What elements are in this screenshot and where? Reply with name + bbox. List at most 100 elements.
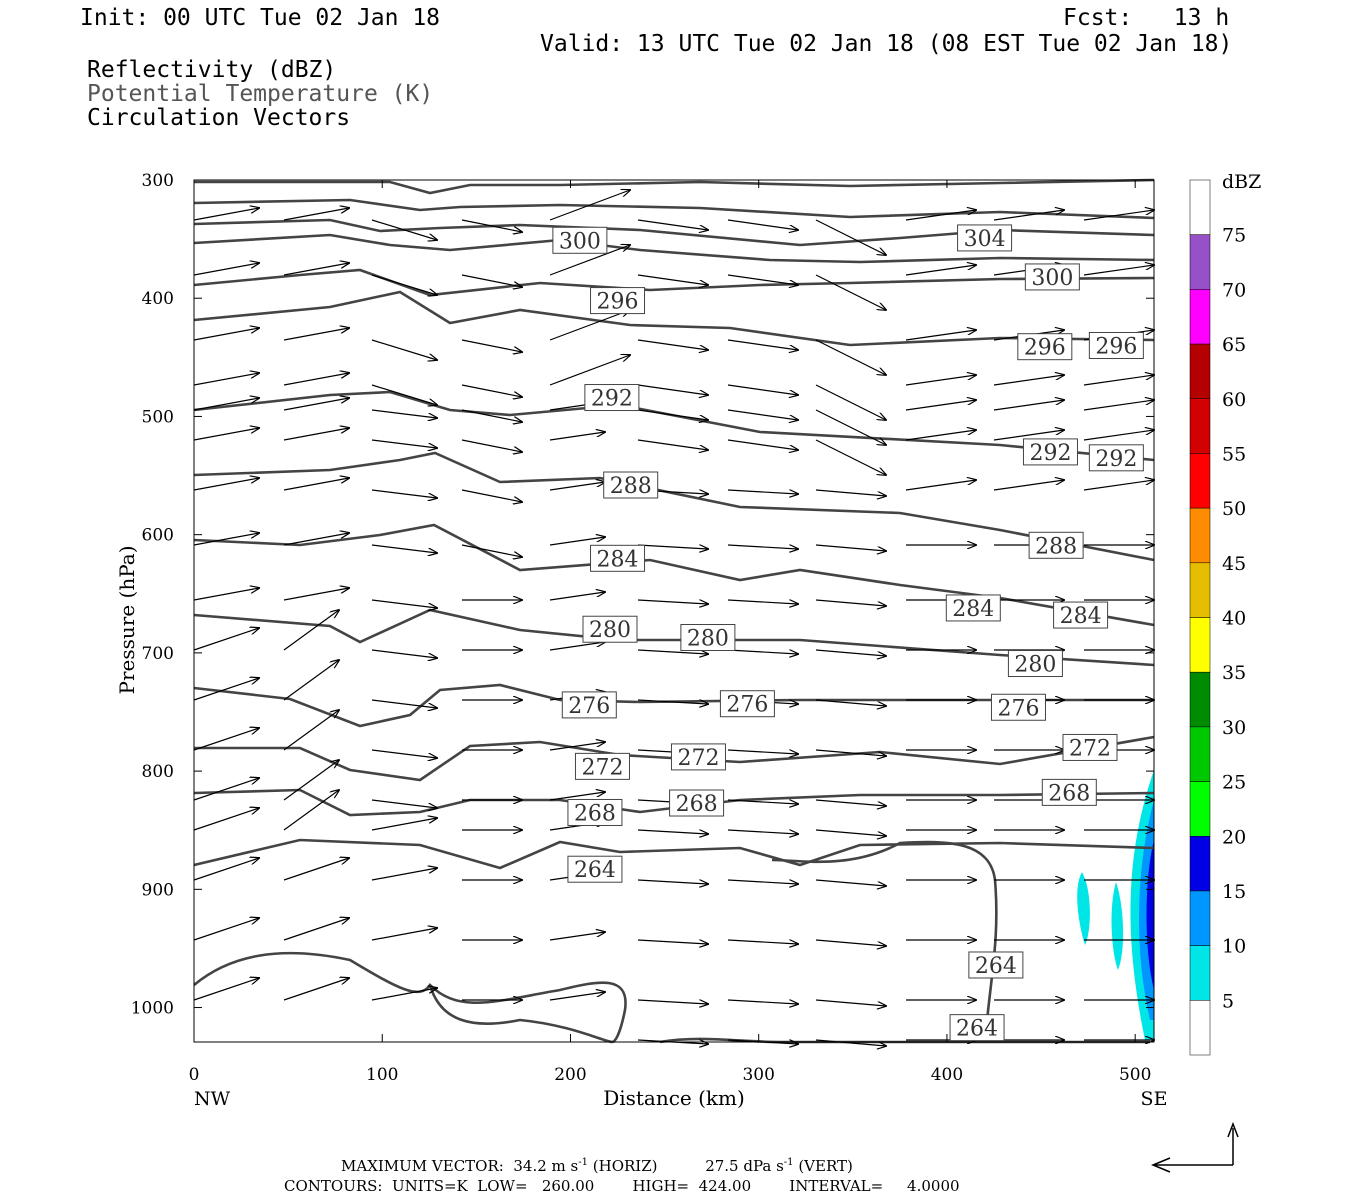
circulation-vector	[371, 544, 437, 553]
circulation-vector	[815, 489, 886, 496]
isentrope-label: 268	[1048, 781, 1090, 806]
colorbar-swatch	[1189, 562, 1211, 618]
isentrope-label-box	[552, 226, 608, 254]
isentrope-line	[193, 451, 1155, 562]
circulation-vector	[193, 728, 259, 751]
field-theta: Potential Temperature (K)	[87, 81, 434, 107]
circulation-vector	[1083, 400, 1154, 411]
circulation-vector	[283, 478, 349, 491]
isentrope-label: 300	[1031, 266, 1073, 291]
y-tick-label: 400	[142, 289, 174, 309]
isentrope-line	[193, 390, 1155, 462]
circulation-vector	[905, 265, 976, 276]
circulation-vector	[371, 219, 437, 240]
circulation-vector	[1083, 430, 1154, 441]
x-axis-label: Distance (km)	[603, 1086, 745, 1110]
isentrope-label: 296	[597, 290, 639, 315]
circulation-vector	[283, 790, 339, 831]
circulation-vector	[727, 384, 798, 395]
circulation-vector	[815, 829, 886, 836]
max-horiz: 34.2 m s	[513, 1157, 579, 1175]
y-tick-label: 900	[142, 880, 174, 900]
isentrope-label: 288	[610, 474, 652, 499]
x-axis: 0 100 200 300 400 500	[189, 180, 1151, 1085]
circulation-vector	[371, 599, 437, 608]
contour-info: CONTOURS: UNITS=K LOW= 260.00 HIGH= 424.…	[284, 1177, 960, 1195]
circulation-vector	[727, 274, 798, 285]
circulation-vector	[993, 375, 1064, 386]
colorbar-swatch	[1189, 507, 1211, 564]
circulation-vector	[727, 489, 798, 494]
isentrope-label-box	[561, 691, 617, 719]
y-tick-label: 800	[142, 762, 174, 782]
isentrope-label-box	[567, 855, 623, 883]
circulation-vector	[461, 274, 522, 287]
colorbar-swatch	[1189, 617, 1211, 673]
isentrope-label: 292	[1095, 447, 1137, 472]
colorbar-label: 50	[1222, 498, 1246, 520]
circulation-vector	[637, 649, 708, 654]
isentrope-label: 264	[956, 1017, 998, 1042]
isentrope-label-box	[590, 544, 646, 572]
x-tick-label: 100	[366, 1065, 398, 1085]
circulation-vector	[193, 808, 259, 831]
circulation-vector	[727, 544, 798, 549]
circulation-vector	[283, 660, 339, 701]
isentrope-label-box	[968, 951, 1024, 979]
isentrope-label-box	[574, 752, 630, 780]
isentrope-label-box	[670, 743, 726, 771]
isentrope-label: 280	[687, 627, 729, 652]
colorbar-label: 55	[1222, 443, 1246, 465]
x-tick-label: 0	[189, 1065, 200, 1085]
isentrope-line	[194, 178, 1155, 195]
circulation-vector	[727, 799, 798, 804]
circulation-vector	[727, 339, 798, 350]
colorbar-swatch	[1189, 234, 1211, 290]
circulation-vector	[461, 339, 522, 352]
circulation-vector	[1083, 210, 1154, 221]
isentrope-label-box	[1028, 531, 1084, 559]
circulation-vector	[993, 480, 1064, 491]
circulation-vector	[549, 355, 630, 386]
circulation-vector	[1083, 480, 1154, 491]
isentrope-label-box	[1088, 444, 1144, 472]
circulation-vector	[905, 375, 976, 386]
circulation-vector	[727, 939, 798, 944]
circulation-vector	[815, 274, 886, 310]
circulation-vector	[549, 792, 605, 801]
isentropes	[193, 178, 1155, 1044]
isentrope-line	[193, 788, 1155, 817]
isentrope-label: 264	[975, 954, 1017, 979]
circulation-vector	[815, 749, 886, 756]
circulation-vector	[905, 330, 976, 341]
circulation-vector	[727, 219, 798, 230]
isentrope-label-box	[1017, 333, 1073, 361]
isentrope-label: 276	[997, 696, 1039, 721]
colorbar-swatch	[1189, 453, 1211, 509]
circulation-vector	[193, 978, 259, 1001]
circulation-vector	[637, 699, 708, 704]
x-tick-label: 300	[742, 1065, 774, 1085]
colorbar-label: 70	[1222, 279, 1246, 301]
circulation-vector	[283, 263, 349, 276]
isentrope-label: 280	[1014, 653, 1056, 678]
x-tick-label: 200	[554, 1065, 586, 1085]
circulation-vector	[549, 592, 605, 601]
circulation-vector	[283, 398, 349, 411]
circulation-vector	[193, 778, 259, 801]
circulation-vector	[193, 428, 259, 441]
colorbar-swatch	[1189, 343, 1211, 399]
circulation-vector	[283, 918, 349, 941]
valid-time: Valid: 13 UTC Tue 02 Jan 18 (08 EST Tue …	[540, 31, 1233, 57]
isentrope-label-box	[990, 693, 1046, 721]
y-tick-label: 500	[142, 407, 174, 427]
circulation-vector	[193, 533, 259, 546]
isentrope-label: 292	[1029, 441, 1071, 466]
isentrope-label-box	[949, 1014, 1005, 1042]
circulation-vector	[461, 489, 522, 502]
circulation-vector	[637, 544, 708, 549]
circulation-vector	[905, 210, 976, 221]
isentrope-264-surface	[193, 951, 627, 1044]
circulation-vector	[193, 918, 259, 941]
isentrope-label: 268	[574, 801, 616, 826]
